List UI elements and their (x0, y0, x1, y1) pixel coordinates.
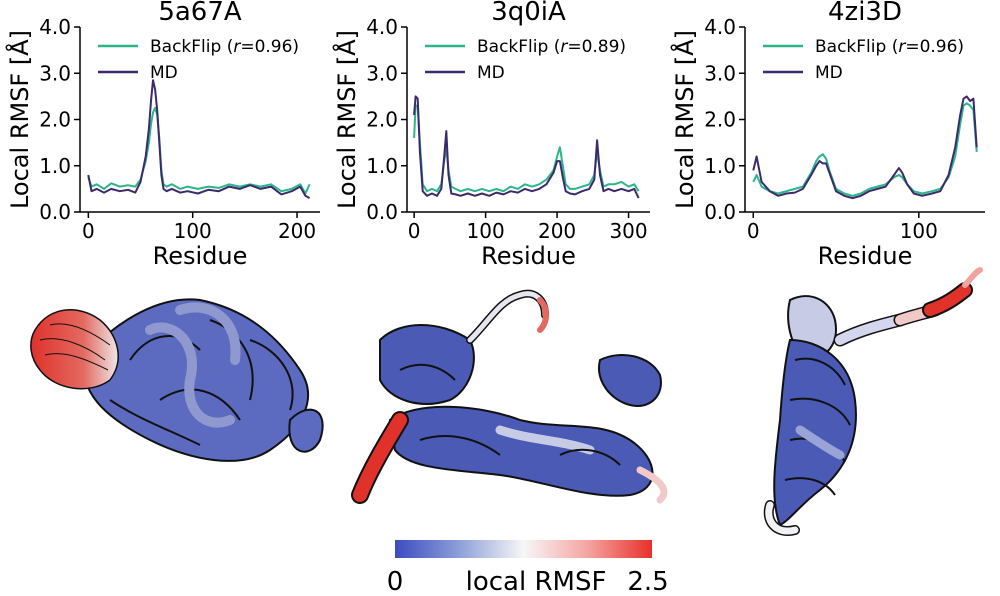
y-tick-label: 0.0 (366, 200, 398, 224)
legend-entry-backflip: BackFlip (r=0.96) (150, 37, 299, 57)
y-tick-label: 1.0 (39, 154, 71, 178)
series-line-backflip (752, 102, 978, 197)
chart-title: 4zi3D (828, 0, 902, 27)
y-tick-label: 4.0 (39, 15, 71, 39)
chart-panel-2: 3q0iA 0.0 1.0 2.0 3.0 4.0 0 100 200 300 Residue Loc… (332, 0, 650, 270)
series-line-md (413, 95, 640, 199)
y-tick-label: 1.0 (366, 154, 398, 178)
x-tick-label: 200 (538, 219, 576, 243)
y-tick-label: 0.0 (704, 200, 736, 224)
legend-entry-md: MD (150, 63, 178, 83)
x-tick-label: 0 (747, 219, 760, 243)
colorbar-min-label: 0 (387, 567, 404, 596)
y-tick-label: 3.0 (39, 61, 71, 85)
y-tick-label: 3.0 (366, 61, 398, 85)
x-tick-label: 0 (408, 219, 421, 243)
x-tick-label: 0 (82, 219, 95, 243)
x-tick-label: 100 (467, 219, 505, 243)
y-axis-label: Local RMSF [Å] (332, 30, 361, 209)
chart-title: 3q0iA (491, 0, 566, 27)
colorbar: 0 local RMSF 2.5 (387, 540, 669, 596)
y-tick-label: 2.0 (39, 108, 71, 132)
legend-entry-backflip: BackFlip (r=0.96) (815, 37, 964, 57)
x-tick-label: 200 (278, 219, 316, 243)
x-axis-label: Residue (818, 242, 913, 270)
y-tick-label: 4.0 (366, 15, 398, 39)
y-axis-label: Local RMSF [Å] (670, 30, 699, 209)
x-tick-label: 100 (174, 219, 212, 243)
colorbar-gradient (395, 540, 652, 558)
colorbar-max-label: 2.5 (627, 567, 668, 596)
chart-panel-1: 5a67A 0.0 1.0 2.0 3.0 4.0 0 100 200 Residue Local … (5, 0, 320, 270)
legend-entry-backflip: BackFlip (r=0.89) (477, 37, 626, 57)
protein-structure-5a67A (30, 298, 324, 462)
y-tick-label: 3.0 (704, 61, 736, 85)
y-tick-label: 4.0 (704, 15, 736, 39)
x-tick-label: 100 (900, 219, 938, 243)
protein-structure-4zi3D (763, 267, 983, 536)
x-tick-label: 300 (609, 219, 647, 243)
legend-entry-md: MD (477, 63, 505, 83)
y-tick-label: 2.0 (366, 108, 398, 132)
series-line-backflip (87, 106, 311, 195)
series-line-md (87, 79, 311, 199)
series-line-md (752, 95, 978, 200)
legend-entry-md: MD (815, 63, 843, 83)
x-axis-label: Residue (481, 242, 576, 270)
y-axis-label: Local RMSF [Å] (5, 30, 34, 209)
y-tick-label: 0.0 (39, 200, 71, 224)
protein-structure-3q0iA (351, 289, 668, 504)
x-axis-label: Residue (153, 242, 248, 270)
colorbar-label: local RMSF (466, 567, 607, 596)
y-tick-label: 2.0 (704, 108, 736, 132)
chart-title: 5a67A (158, 0, 242, 27)
y-tick-label: 1.0 (704, 154, 736, 178)
